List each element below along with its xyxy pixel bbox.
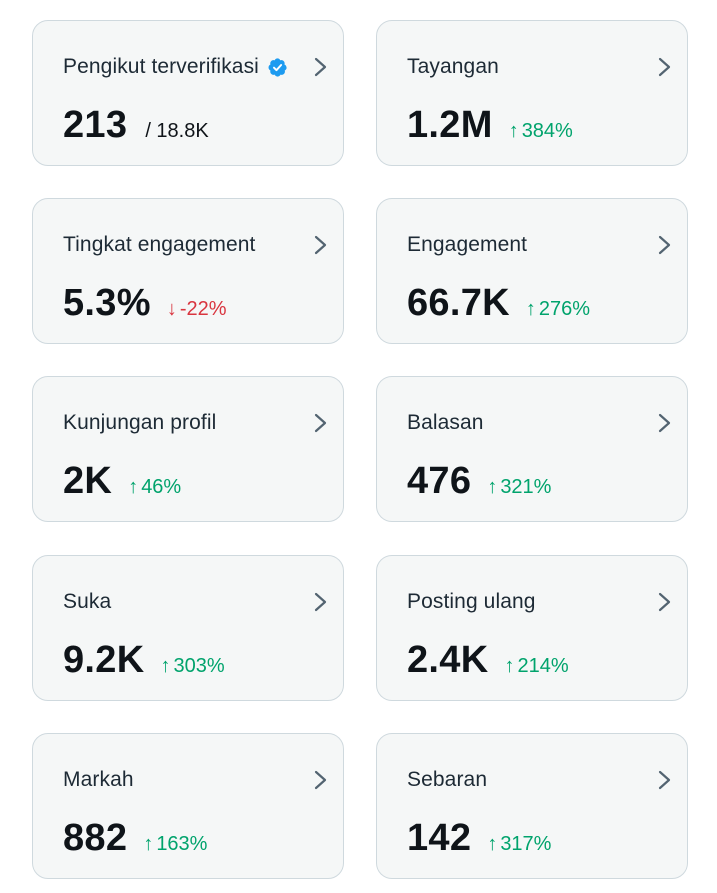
card-metric: 66.7K ↑ 276%	[407, 282, 590, 325]
card-label-text: Tingkat engagement	[63, 233, 256, 256]
card-label-text: Sebaran	[407, 768, 488, 791]
metric-card-reposts[interactable]: Posting ulang 2.4K ↑ 214%	[376, 555, 688, 701]
arrow-up-icon: ↑	[128, 476, 139, 498]
card-label: Balasan	[407, 411, 484, 435]
verified-badge-icon	[267, 57, 288, 78]
card-change: ↑ 384%	[509, 120, 573, 143]
metric-card-engagement-rate[interactable]: Tingkat engagement 5.3% ↓ -22%	[32, 198, 344, 344]
card-label: Sebaran	[407, 768, 487, 792]
card-value: 142	[407, 817, 472, 859]
metric-card-verified-followers[interactable]: Pengikut terverifikasi 213 / 18.8K	[32, 20, 344, 166]
card-change: ↑ 317%	[487, 833, 551, 856]
chevron-right-icon	[658, 592, 671, 612]
card-change: ↑ 303%	[160, 655, 224, 678]
metric-card-impressions[interactable]: Tayangan 1.2M ↑ 384%	[376, 20, 688, 166]
card-total: / 18.8K	[145, 120, 209, 142]
card-change-value: 317%	[500, 833, 552, 855]
card-metric: 142 ↑ 317%	[407, 817, 551, 860]
metric-card-replies[interactable]: Balasan 476 ↑ 321%	[376, 376, 688, 522]
chevron-right-icon	[314, 235, 327, 255]
chevron-right-icon	[658, 413, 671, 433]
arrow-up-icon: ↑	[525, 298, 536, 320]
chevron-right-icon	[314, 592, 327, 612]
metric-card-likes[interactable]: Suka 9.2K ↑ 303%	[32, 555, 344, 701]
card-label: Suka	[63, 590, 111, 614]
card-value: 2.4K	[407, 639, 489, 681]
card-change: ↑ 321%	[487, 476, 551, 499]
card-label: Tingkat engagement	[63, 233, 255, 257]
card-label-text: Posting ulang	[407, 590, 536, 613]
card-label-text: Suka	[63, 590, 112, 613]
card-metric: 5.3% ↓ -22%	[63, 282, 227, 325]
card-label: Kunjungan profil	[63, 411, 216, 435]
arrow-down-icon: ↓	[166, 298, 177, 320]
chevron-right-icon	[314, 413, 327, 433]
card-value: 1.2M	[407, 104, 493, 146]
card-value: 2K	[63, 460, 113, 502]
metric-card-shares[interactable]: Sebaran 142 ↑ 317%	[376, 733, 688, 879]
card-metric: 476 ↑ 321%	[407, 460, 551, 503]
card-label: Pengikut terverifikasi	[63, 55, 288, 79]
card-metric: 9.2K ↑ 303%	[63, 639, 225, 682]
metric-card-profile-visits[interactable]: Kunjungan profil 2K ↑ 46%	[32, 376, 344, 522]
card-change: ↑ 163%	[143, 833, 207, 856]
card-change-value: 276%	[538, 298, 591, 320]
card-change-value: 46%	[141, 476, 182, 498]
arrow-up-icon: ↑	[487, 476, 498, 498]
card-change: ↓ -22%	[167, 298, 227, 321]
card-metric: 213 / 18.8K	[63, 104, 209, 147]
metric-card-bookmarks[interactable]: Markah 882 ↑ 163%	[32, 733, 344, 879]
card-change-value: 303%	[173, 655, 225, 677]
card-change-value: 321%	[500, 476, 552, 498]
chevron-right-icon	[658, 235, 671, 255]
card-value: 9.2K	[63, 639, 145, 681]
card-metric: 2.4K ↑ 214%	[407, 639, 569, 682]
card-change-value: 163%	[156, 833, 208, 855]
arrow-up-icon: ↑	[487, 833, 498, 855]
card-label: Posting ulang	[407, 590, 536, 614]
chevron-right-icon	[658, 57, 671, 77]
card-value: 5.3%	[63, 282, 151, 324]
card-metric: 1.2M ↑ 384%	[407, 104, 573, 147]
chevron-right-icon	[658, 770, 671, 790]
arrow-up-icon: ↑	[143, 833, 154, 855]
card-label-text: Kunjungan profil	[63, 411, 217, 434]
card-change-value: 214%	[517, 655, 569, 677]
card-label: Engagement	[407, 233, 527, 257]
arrow-up-icon: ↑	[160, 655, 171, 677]
chevron-right-icon	[314, 57, 327, 77]
card-label-text: Balasan	[407, 411, 484, 434]
arrow-up-icon: ↑	[504, 655, 515, 677]
card-change: ↑ 214%	[504, 655, 568, 678]
card-change: ↑ 46%	[128, 476, 181, 499]
card-label-text: Tayangan	[407, 55, 499, 78]
card-change: ↑ 276%	[526, 298, 590, 321]
card-label-text: Pengikut terverifikasi	[63, 55, 259, 78]
card-value: 66.7K	[407, 282, 510, 324]
card-change-value: -22%	[179, 298, 227, 320]
card-label-text: Markah	[63, 768, 134, 791]
arrow-up-icon: ↑	[508, 120, 519, 142]
card-label: Markah	[63, 768, 134, 792]
card-label: Tayangan	[407, 55, 499, 79]
metric-card-engagements[interactable]: Engagement 66.7K ↑ 276%	[376, 198, 688, 344]
card-value: 213	[63, 104, 128, 146]
card-metric: 2K ↑ 46%	[63, 460, 181, 503]
card-change-value: 384%	[521, 120, 573, 142]
card-label-text: Engagement	[407, 233, 528, 256]
card-value: 882	[63, 817, 128, 859]
chevron-right-icon	[314, 770, 327, 790]
card-metric: 882 ↑ 163%	[63, 817, 207, 860]
card-value: 476	[407, 460, 472, 502]
